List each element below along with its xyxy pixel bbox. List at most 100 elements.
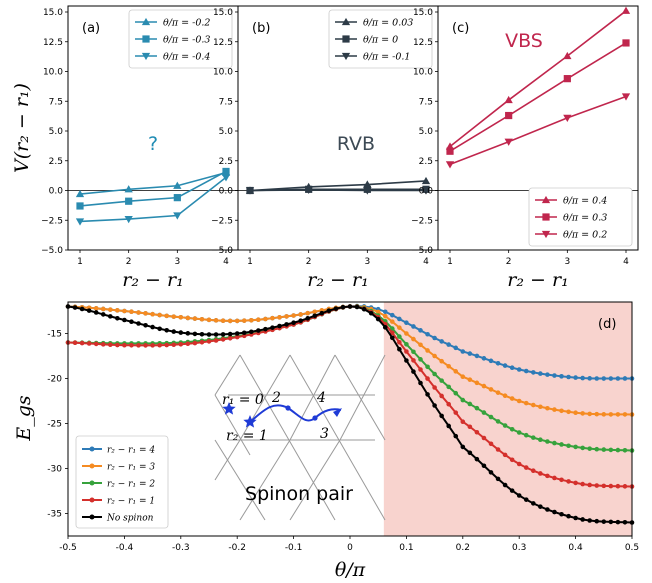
data-point (227, 331, 233, 337)
y-tick-label: −5.0 (41, 246, 63, 256)
y-tick-label: 2.5 (219, 157, 233, 167)
data-point (425, 376, 430, 381)
data-point (270, 325, 275, 330)
data-point (122, 342, 127, 348)
data-point (425, 392, 430, 397)
y-tick-label: -20 (47, 375, 62, 385)
lattice-bond (289, 439, 341, 521)
lattice-bond (289, 354, 336, 441)
arrowhead (333, 408, 342, 417)
x-tick-label: 0.1 (399, 543, 413, 553)
data-point (368, 310, 374, 316)
data-point (460, 349, 466, 354)
y-tick-label: 7.5 (219, 97, 233, 107)
data-point (552, 475, 557, 481)
y-tick-label: 15.0 (213, 8, 233, 18)
y-axis-label: V(r₂ − r₁) (11, 83, 33, 173)
data-point (173, 181, 182, 189)
x-tick-label: -0.4 (116, 543, 134, 553)
data-point (580, 411, 585, 416)
data-point (192, 316, 198, 321)
data-point (75, 189, 85, 198)
data-point (222, 167, 230, 176)
data-point (213, 318, 219, 323)
data-point (411, 336, 416, 342)
data-point (284, 322, 289, 327)
data-point (516, 398, 522, 404)
y-tick-label: 2.5 (419, 157, 433, 167)
data-point (608, 447, 614, 453)
data-point (234, 334, 240, 340)
y-tick-label: 5.0 (219, 127, 234, 137)
data-point (608, 412, 614, 417)
data-point (580, 445, 585, 451)
y-tick-label: 10.0 (213, 68, 233, 78)
legend-label: θ/π = -0.3 (163, 35, 210, 46)
data-point (418, 357, 423, 362)
data-point (150, 343, 155, 348)
data-point (227, 336, 233, 341)
data-point (178, 330, 184, 335)
data-point (150, 324, 155, 330)
kagome-inset: r₁ = 0 2 4 r₂ = 1 3 Spinon pair (214, 354, 386, 521)
data-point (79, 306, 85, 312)
x-tick-label: 1 (247, 257, 253, 267)
data-point (157, 312, 162, 318)
data-point (136, 321, 141, 326)
x-tick-label: 0.3 (512, 543, 526, 553)
data-point (143, 343, 148, 348)
x-tick-label: 0.5 (625, 543, 639, 553)
data-point (173, 194, 181, 202)
data-point (601, 447, 607, 452)
y-tick-label: 5.0 (419, 127, 434, 137)
legend-label: r₂ − r₁ = 1 (107, 497, 155, 507)
data-point (467, 351, 473, 356)
data-point (573, 515, 578, 521)
data-point (587, 518, 592, 523)
data-point (124, 185, 133, 193)
data-point (277, 315, 282, 320)
spinon-string (249, 404, 342, 423)
data-point (124, 215, 133, 224)
path-node (312, 415, 318, 421)
legend-marker (341, 17, 351, 26)
x-tick-label: 4 (423, 257, 429, 267)
panel-label: (c) (452, 21, 469, 36)
data-point (453, 433, 459, 439)
data-point (199, 316, 205, 322)
legend-marker (141, 17, 151, 26)
data-point (115, 342, 120, 348)
data-point (439, 393, 444, 399)
data-point (340, 304, 346, 310)
data-point (587, 482, 592, 488)
phase-annotation: ? (148, 133, 158, 155)
data-point (397, 316, 402, 322)
data-point (587, 376, 592, 381)
legend-marker (141, 52, 151, 61)
panel-d: -15 -20 -25 -30 -35 -0.5 -0.4 -0.3 -0.2 -0.1 0 0.1 0… (13, 301, 639, 581)
data-point (615, 376, 621, 381)
lattice-bond (214, 439, 241, 481)
panel-b: −5.0 −2.5 0.0 2.5 5.0 7.5 10.0 12.5 15.0 1 2 3 4 (b) R… (211, 5, 439, 291)
data-point (220, 337, 226, 342)
legend-label: θ/π = 0.4 (563, 196, 607, 207)
data-point (481, 463, 487, 469)
legend-marker (541, 230, 551, 239)
legend: θ/π = -0.2 θ/π = -0.3 θ/π = -0.4 (128, 9, 233, 69)
legend-marker (541, 195, 551, 204)
data-point (531, 402, 536, 408)
data-point (509, 488, 515, 493)
data-point (509, 396, 515, 401)
series-line (449, 95, 627, 166)
data-point (312, 313, 318, 319)
legend: θ/π = 0.03 θ/π = 0 θ/π = -0.1 (328, 9, 433, 69)
data-point (559, 477, 564, 483)
data-point (319, 310, 325, 316)
data-point (516, 493, 522, 498)
data-point (213, 332, 219, 337)
data-point (509, 457, 515, 463)
data-point (171, 342, 177, 348)
legend-label: θ/π = 0 (363, 35, 398, 46)
legend-label: θ/π = 0.03 (363, 18, 413, 29)
y-tick-label: −2.5 (211, 216, 233, 226)
